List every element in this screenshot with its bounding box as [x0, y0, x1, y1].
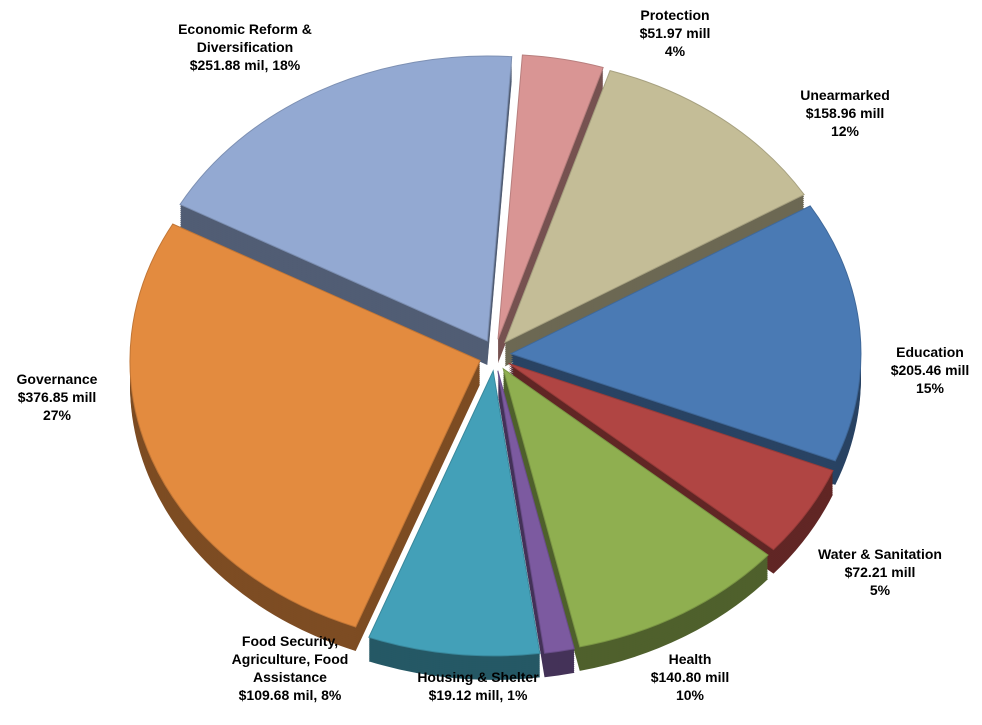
value-label: $205.46 mill [890, 362, 970, 378]
category-label: Food Security, Agriculture, Food Assista… [231, 633, 349, 685]
category-label: Water & Sanitation [818, 546, 942, 562]
value-label: $376.85 mill [17, 389, 97, 405]
slice [509, 205, 862, 462]
slice-label: Economic Reform & Diversification $251.88… [135, 20, 355, 74]
slice-label: Unearmarked $158.96 mill 12% [770, 86, 920, 140]
category-label: Housing & Shelter [417, 669, 539, 685]
category-label: Governance [16, 371, 98, 387]
percent-label: 4% [664, 43, 686, 59]
value-label: $72.21 mill [844, 564, 916, 580]
slice-label: Water & Sanitation $72.21 mill 5% [790, 545, 970, 599]
slice [497, 370, 575, 654]
slice [508, 362, 834, 551]
slice-label: Governance $376.85 mill 27% [0, 370, 117, 424]
slice [368, 369, 541, 657]
percent-label: 12% [830, 123, 860, 139]
slice [129, 223, 481, 628]
percent-label: 5% [869, 582, 891, 598]
value-label: $251.88 mil, 18% [189, 57, 301, 73]
slice [179, 55, 513, 342]
slice-label: Housing & Shelter $19.12 mill, 1% [388, 668, 568, 704]
value-label: $158.96 mill [805, 105, 885, 121]
slice [497, 54, 604, 340]
percent-label: 10% [675, 687, 705, 703]
category-label: Protection [640, 7, 710, 23]
slice-label: Protection $51.97 mill 4% [610, 6, 740, 60]
slice [502, 367, 769, 648]
percent-label: 15% [915, 380, 945, 396]
category-label: Unearmarked [800, 87, 890, 103]
value-label: $140.80 mill [650, 669, 730, 685]
slice [503, 69, 805, 344]
category-label: Education [896, 344, 964, 360]
value-label: $19.12 mill, 1% [428, 687, 528, 703]
value-label: $109.68 mil, 8% [238, 687, 342, 703]
slice-label: Education $205.46 mill 15% [875, 343, 982, 397]
percent-label: 27% [42, 407, 72, 423]
category-label: Economic Reform & Diversification [178, 21, 312, 55]
category-label: Health [668, 651, 712, 667]
value-label: $51.97 mill [639, 25, 711, 41]
slice-label: Food Security, Agriculture, Food Assista… [215, 632, 365, 704]
slice-label: Health $140.80 mill 10% [625, 650, 755, 704]
